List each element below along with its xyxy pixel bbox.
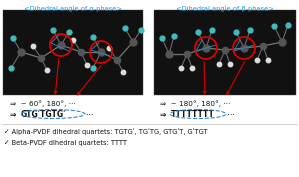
Text: ⇒  ~ 180°, 180°, ⋯: ⇒ ~ 180°, 180°, ⋯ [160,100,231,107]
Text: GTGʹTGTGʹ: GTGʹTGTGʹ [21,110,66,119]
Text: ✓ Beta-PVDF dihedral quartets: TTTT: ✓ Beta-PVDF dihedral quartets: TTTT [4,140,127,146]
FancyBboxPatch shape [3,10,143,95]
FancyBboxPatch shape [154,10,296,95]
Text: ⇒  ~ 60°, 180°, ⋯: ⇒ ~ 60°, 180°, ⋯ [10,100,76,107]
Text: <Dihedral angle of α-phase>: <Dihedral angle of α-phase> [24,6,122,12]
Text: TTTTTTTT: TTTTTTTT [171,110,215,119]
Text: <Dihedral angle of β-phase>: <Dihedral angle of β-phase> [176,6,274,12]
Text: ⋯: ⋯ [85,110,93,119]
Text: ✓ Alpha-PVDF dihedral quartets: TGTGʹ, TGʹTG, GTGʹT, GʹTGT: ✓ Alpha-PVDF dihedral quartets: TGTGʹ, T… [4,128,208,135]
Text: ⋯: ⋯ [225,110,235,119]
Text: ⇒: ⇒ [160,110,169,119]
Text: ⇒: ⇒ [10,110,19,119]
